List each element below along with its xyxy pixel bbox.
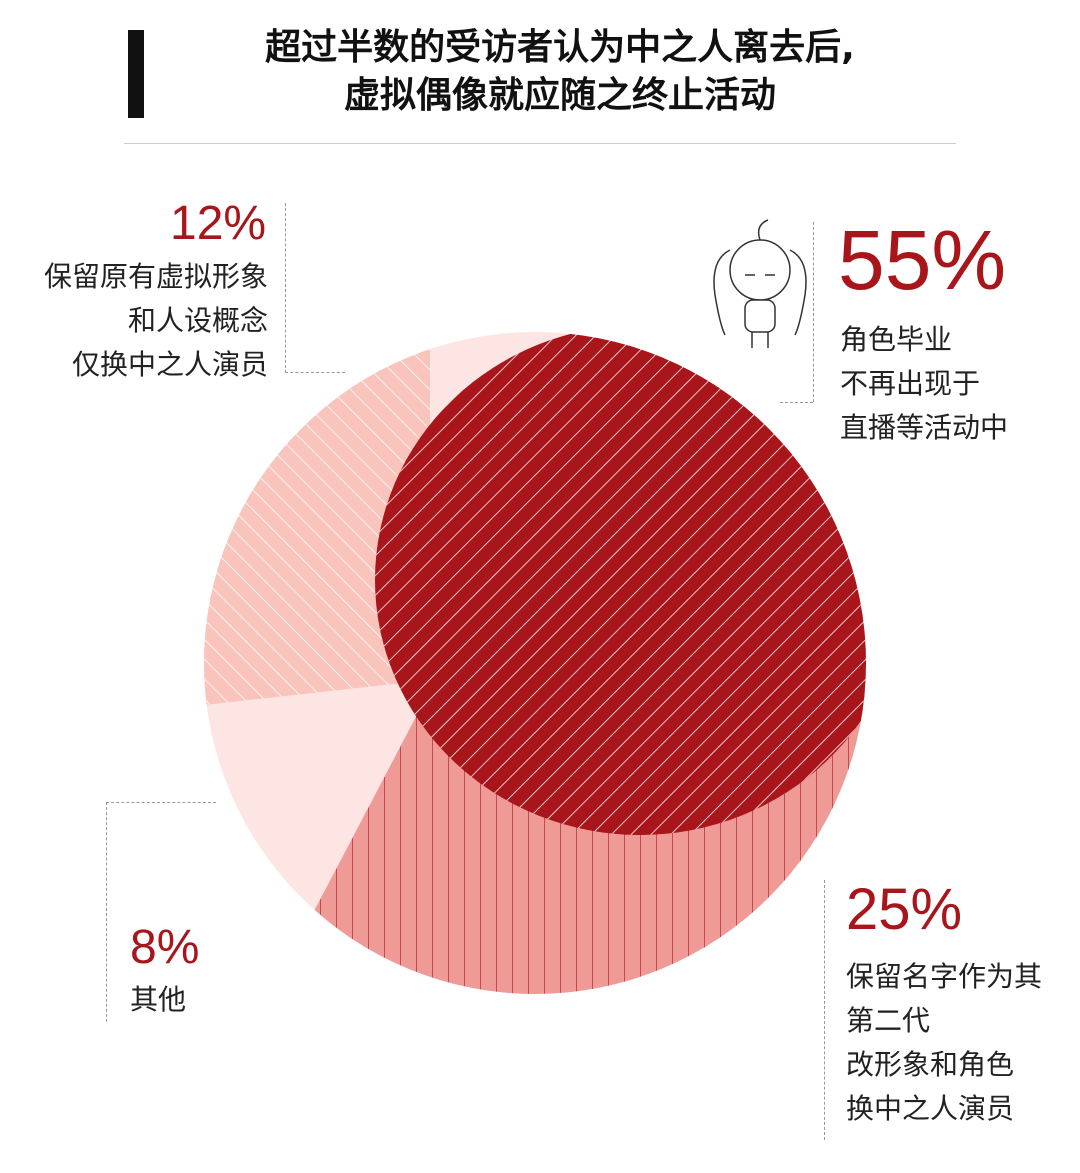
slice-graduate [375, 332, 866, 835]
label-line: 第二代 [846, 1004, 931, 1037]
label-second-generation: 保留名字作为其 第二代 改形象和角色 换中之人演员 [846, 955, 1042, 1131]
value-label-8: 8% [130, 921, 200, 974]
mascot-doodle-icon [713, 219, 807, 348]
label-line: 其他 [130, 983, 187, 1016]
value-label-12: 12% [170, 197, 267, 250]
label-line: 仅换中之人演员 [71, 348, 268, 381]
divider [124, 143, 956, 144]
label-line: 换中之人演员 [846, 1092, 1015, 1125]
value-label-25: 25% [846, 877, 963, 942]
leader-55 [813, 222, 814, 402]
label-line: 不再出现于 [840, 367, 981, 400]
label-line: 和人设概念 [127, 304, 268, 337]
label-keep-avatar: 保留原有虚拟形象 和人设概念 仅换中之人演员 [44, 255, 268, 387]
label-line: 直播等活动中 [840, 411, 1009, 444]
leader-12-h [285, 372, 345, 373]
leader-12 [285, 203, 286, 373]
title-accent-bar [128, 30, 144, 118]
leader-8 [106, 802, 107, 1022]
leader-55-h [780, 402, 813, 403]
chart-title: 超过半数的受访者认为中之人离去后, 虚拟偶像就应随之终止活动 [160, 24, 960, 120]
leader-25 [824, 880, 825, 1140]
title-line-1: 超过半数的受访者认为中之人离去后, [265, 27, 855, 68]
label-graduate: 角色毕业 不再出现于 直播等活动中 [840, 318, 1008, 450]
label-line: 保留名字作为其 [846, 960, 1043, 993]
label-line: 改形象和角色 [846, 1048, 1015, 1081]
label-line: 角色毕业 [840, 323, 953, 356]
leader-8-h [106, 802, 216, 803]
label-other: 其他 [130, 978, 186, 1022]
label-line: 保留原有虚拟形象 [43, 260, 268, 293]
value-label-55: 55% [838, 213, 1007, 307]
title-line-2: 虚拟偶像就应随之终止活动 [343, 75, 776, 116]
